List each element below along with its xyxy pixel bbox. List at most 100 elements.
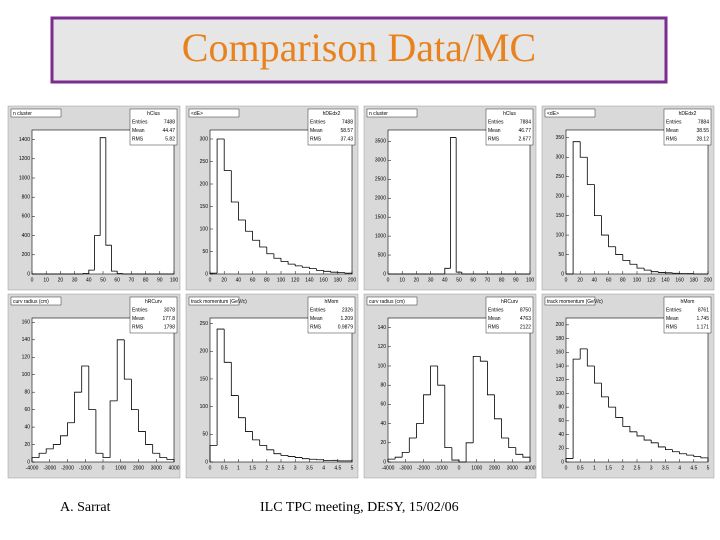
histogram-bin [245,417,253,432]
y-tick-label: 50 [558,252,564,258]
y-tick-label: 500 [378,252,387,258]
x-tick-label: 4000 [168,465,179,471]
y-tick-label: 200 [200,181,209,187]
y-tick-label: 400 [22,233,31,239]
histogram-bin [455,137,462,273]
stats-value: 28.12 [696,136,709,142]
x-tick-label: 80 [264,277,270,283]
x-tick-label: 1 [593,465,596,471]
histogram-bin [259,240,267,248]
y-tick-label: 200 [556,193,565,199]
histogram-bin [665,446,673,451]
histogram-bin [594,184,602,217]
x-tick-label: -1000 [435,465,448,471]
x-tick-label: 2000 [489,465,500,471]
title-box [10,108,62,118]
x-tick-label: 60 [470,277,476,283]
histogram-bin [252,231,260,241]
histogram-bin [294,456,303,458]
histogram-bin [280,453,289,456]
plot-frame [31,129,175,275]
histogram-bin [216,138,225,274]
x-tick-label: 4 [678,465,681,471]
x-tick-label: 60 [114,277,120,283]
histogram-bin [301,265,310,268]
stats-label: RMS [666,324,678,330]
x-tick-label: 100 [526,277,535,283]
x-tick-label: 0 [209,465,212,471]
stats-name: hDEdx2 [679,111,697,117]
histogram-bin [472,355,481,443]
stats-label: Entries [132,119,148,125]
y-tick-label: 100 [378,363,387,369]
plot-frame [387,129,531,275]
x-tick-label: 10 [43,277,49,283]
stats-label: Mean [488,128,501,134]
histogram-bin [230,362,239,396]
y-tick-label: 60 [380,402,386,408]
histogram-bin [237,202,246,221]
stats-value: 0.9879 [338,324,354,330]
stats-label: Entries [488,119,504,125]
y-tick-label: 140 [378,325,387,331]
y-tick-label: 150 [556,213,565,219]
histogram-bin [601,215,609,236]
histogram-bin [387,458,396,462]
x-tick-label: 80 [499,277,505,283]
y-tick-label: 200 [22,252,31,258]
histogram-bin [123,339,132,380]
histogram-bin [287,261,296,265]
stats-value: 4763 [520,316,531,322]
stats-name: hMom [325,299,339,305]
histogram-bin [615,407,623,418]
stats-value: 7884 [698,119,709,125]
stats-label: RMS [666,136,678,142]
x-tick-label: 20 [577,277,583,283]
histogram-bin [81,365,89,393]
y-tick-label: 250 [556,174,565,180]
histogram-bin [522,454,531,462]
y-tick-label: 100 [200,404,209,410]
x-tick-label: 3000 [507,465,518,471]
x-tick-label: 200 [348,277,357,283]
y-tick-label: 120 [378,344,387,350]
y-tick-label: 800 [22,195,31,201]
chart-title: track momentum (GeV/c) [547,299,603,305]
histogram-bin [116,271,123,274]
histogram-bin [301,457,310,460]
y-tick-label: 0 [383,459,386,465]
histogram-bin [650,440,659,444]
x-tick-label: 1 [237,465,240,471]
x-tick-label: 4000 [524,465,535,471]
x-tick-label: 20 [221,277,227,283]
stats-label: Mean [488,316,501,322]
stats-box [307,108,356,146]
histogram-bin [430,365,438,395]
histogram-bin [259,439,267,446]
stats-box [129,296,178,334]
y-tick-label: 100 [556,232,565,238]
title-box [544,296,596,306]
y-tick-label: 0 [561,271,564,277]
x-tick-label: 90 [513,277,519,283]
x-tick-label: 70 [129,277,135,283]
stats-value: 8750 [520,307,531,313]
y-tick-label: 0 [205,271,208,277]
histogram-bin [423,394,431,424]
histogram-bin [444,385,452,449]
histogram-bin [323,459,331,461]
histogram-bin [88,366,96,411]
x-tick-label: 5 [351,465,354,471]
stats-label: Mean [310,316,323,322]
y-tick-label: 350 [556,135,565,141]
x-tick-label: 1000 [471,465,482,471]
x-tick-label: 180 [690,277,699,283]
histogram-bin [601,383,609,398]
histogram-bin [608,396,616,408]
y-tick-label: 300 [200,136,209,142]
y-tick-label: 0 [383,271,386,277]
stats-value: 1.745 [696,316,709,322]
histogram-bin [223,329,232,363]
histogram-bin [643,435,652,441]
y-tick-label: 60 [558,418,564,424]
